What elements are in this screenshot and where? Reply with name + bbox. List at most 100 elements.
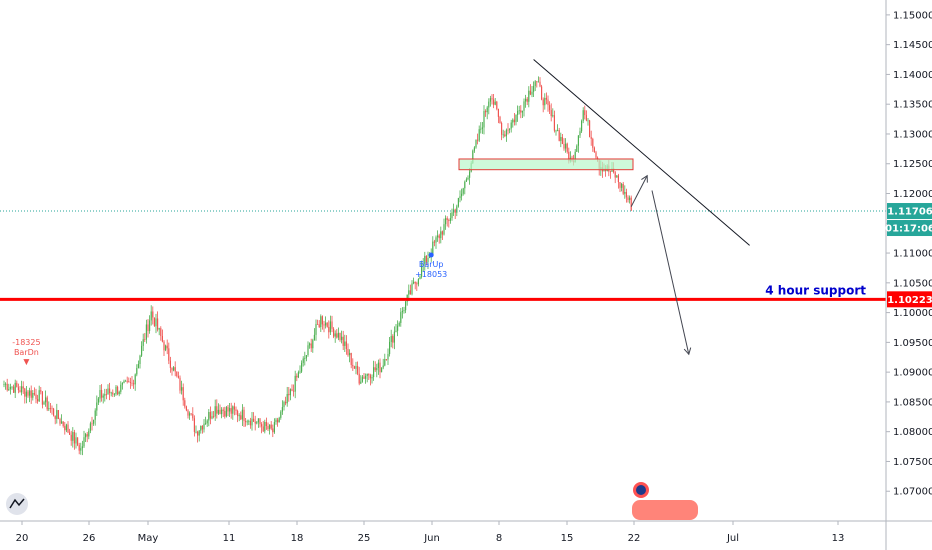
candle-body [214, 406, 216, 417]
candle-body [366, 373, 368, 376]
candle-body [454, 209, 456, 213]
candle-body [152, 311, 154, 318]
candle-body [365, 375, 367, 379]
candle-body [509, 128, 511, 130]
candle-body [315, 324, 317, 335]
candle-body [349, 352, 351, 356]
candle-body [493, 99, 495, 105]
candle-body [416, 283, 418, 285]
candle-body [86, 434, 88, 437]
candle-body [502, 134, 504, 136]
candle-body [99, 389, 101, 399]
candle-body [392, 336, 394, 343]
candle-body [313, 334, 315, 341]
candle-body [64, 426, 66, 431]
candle-body [105, 394, 107, 396]
candle-body [67, 424, 69, 433]
candle-body [387, 354, 389, 360]
candle-body [441, 231, 443, 235]
candle-body [558, 130, 560, 141]
candle-body [93, 419, 95, 424]
candle-body [291, 389, 293, 391]
price-tick-label: 1.08500 [893, 397, 932, 408]
candle-body [77, 437, 79, 446]
candle-body [235, 409, 237, 411]
candle-body [88, 430, 90, 437]
candle-body [117, 386, 119, 395]
candle-body [342, 336, 344, 346]
candle-body [16, 382, 18, 388]
candle-body [285, 401, 287, 404]
candle-body [462, 188, 464, 194]
candle-body [537, 81, 539, 83]
candle-body [217, 409, 219, 414]
candle-body [233, 406, 235, 410]
candle-body [145, 324, 147, 340]
candle-body [459, 196, 461, 198]
candle-body [264, 421, 266, 432]
current-price-tag: 1.11706 [887, 207, 932, 218]
candle-body [38, 390, 40, 402]
candle-body [550, 110, 552, 117]
candle-body [14, 382, 16, 393]
candle-body [419, 276, 421, 280]
candle-body [5, 383, 7, 385]
candle-body [136, 368, 138, 375]
candle-body [345, 341, 347, 350]
candle-body [326, 322, 328, 327]
candle-body [45, 397, 47, 403]
candle-body [302, 358, 304, 363]
candle-body [230, 408, 232, 414]
candle-body [421, 265, 423, 277]
candle-body [107, 388, 109, 395]
candle-body [13, 386, 15, 393]
candle-body [62, 421, 64, 427]
candle-body [553, 115, 555, 131]
candle-body [497, 109, 499, 117]
candle-body [542, 99, 544, 106]
candle-body [382, 365, 384, 368]
candle-body [278, 417, 280, 423]
candle-body [267, 425, 269, 430]
candle-body [48, 408, 50, 410]
time-tick-label: 11 [223, 533, 236, 544]
support-label: 4 hour support [765, 283, 866, 297]
candle-body [121, 382, 123, 385]
candle-body [619, 182, 621, 188]
candle-body [582, 110, 584, 121]
candle-body [481, 127, 483, 129]
candle-body [363, 376, 365, 379]
candle-body [115, 386, 117, 395]
candle-body [320, 316, 322, 328]
time-axis[interactable]: 20 26 May 11 18 25 Jun 8 15 22 Jul 13 [0, 520, 932, 544]
candle-body [545, 97, 547, 100]
candle-body [397, 325, 399, 331]
price-labels: 1.11706 01:17:06 1.10223 [6, 203, 932, 520]
candle-body [73, 432, 75, 444]
candle-body [358, 373, 360, 384]
candle-body [81, 446, 83, 449]
candle-body [589, 120, 591, 137]
candle-body [259, 418, 261, 425]
candle-body [485, 111, 487, 113]
price-axis[interactable]: 1.15000 1.14500 1.14000 1.13500 1.13000 1.125… [885, 0, 932, 550]
candle-body [501, 123, 503, 135]
candle-body [272, 428, 274, 433]
candle-body [414, 281, 416, 284]
candle-body [403, 310, 405, 312]
price-tick-label: 1.07000 [893, 487, 932, 498]
candle-body [472, 150, 474, 164]
candle-body [371, 377, 373, 379]
candle-body [29, 390, 31, 396]
candle-body [529, 90, 531, 95]
candle-body [400, 312, 402, 323]
support-price-tag: 1.10223 [887, 295, 932, 306]
candle-body [491, 98, 493, 100]
candle-body [8, 389, 10, 391]
candle-body [437, 235, 439, 238]
time-tick-label: 18 [291, 533, 304, 544]
candle-body [141, 345, 143, 356]
candle-body [413, 281, 415, 284]
candle-body [296, 375, 298, 378]
